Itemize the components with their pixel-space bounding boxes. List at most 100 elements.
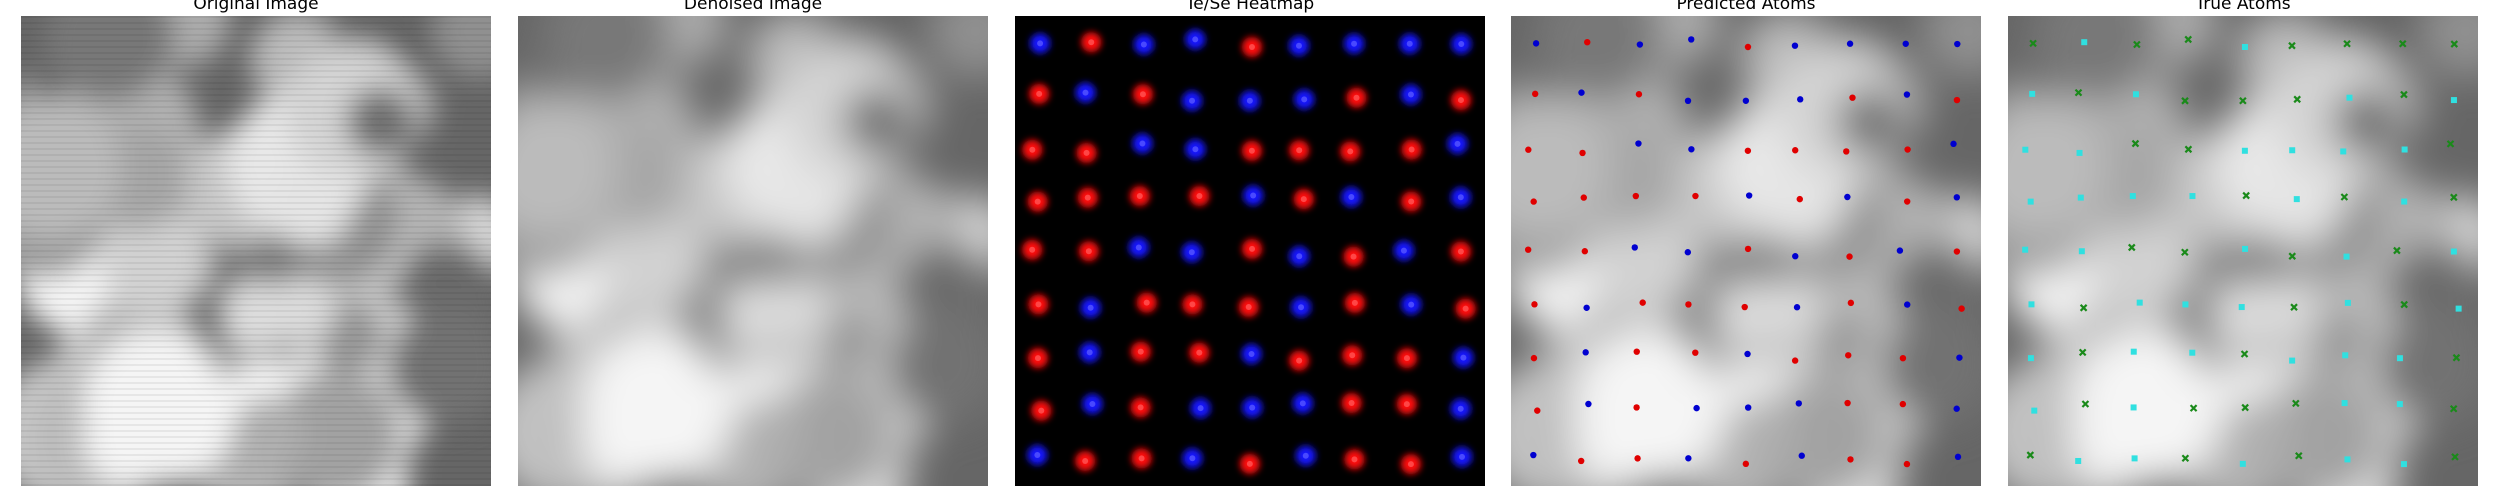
blob	[1879, 306, 1981, 426]
heat-core	[1139, 91, 1146, 98]
atom	[1958, 305, 1965, 312]
blob	[2098, 358, 2222, 481]
atom	[2396, 355, 2403, 362]
scan-line	[21, 442, 491, 444]
heat-core	[1086, 349, 1093, 356]
heat-core	[1139, 140, 1146, 147]
heat-core	[1135, 244, 1142, 251]
scan-line	[21, 220, 491, 222]
scan-line	[21, 394, 491, 396]
atom	[1742, 97, 1750, 104]
atom	[2450, 97, 2457, 104]
scan-line	[21, 448, 491, 450]
scan-line	[21, 382, 491, 384]
atom	[1582, 349, 1589, 356]
scan-line	[21, 76, 491, 78]
scan-line	[21, 436, 491, 438]
atom	[2184, 35, 2193, 44]
scan-line	[21, 22, 491, 24]
heat-core	[1351, 299, 1358, 306]
atom	[1744, 350, 1751, 358]
atom	[2027, 355, 2034, 362]
blob	[21, 98, 122, 240]
heat-core	[1457, 97, 1464, 104]
heat-core	[1246, 97, 1253, 104]
scan-line	[21, 328, 491, 330]
scan-line	[21, 364, 491, 366]
heat-core	[1082, 457, 1089, 464]
scan-line	[21, 406, 491, 408]
blob	[2219, 397, 2291, 469]
atom	[1950, 140, 1957, 148]
heat-core	[1138, 455, 1145, 462]
heat-core	[1349, 352, 1356, 359]
heat-core	[1459, 453, 1466, 460]
atom	[1956, 354, 1963, 361]
blob	[2207, 280, 2278, 351]
scan-line	[21, 250, 491, 252]
atom	[1692, 349, 1699, 356]
atom	[1639, 299, 1646, 306]
blob	[729, 397, 801, 469]
heat-core	[1408, 198, 1415, 205]
panel-title: True Atoms	[2194, 0, 2290, 14]
atom	[1953, 194, 1961, 201]
blob	[2254, 162, 2340, 247]
atom	[1688, 36, 1695, 43]
atom	[2293, 95, 2301, 104]
heat-core	[1460, 354, 1467, 361]
atom	[2181, 248, 2189, 256]
scan-line	[21, 346, 491, 348]
scan-line	[21, 424, 491, 426]
atom	[2136, 299, 2143, 306]
scan-line	[21, 322, 491, 324]
atom	[2079, 304, 2088, 312]
panel-title: Denoised Image	[684, 0, 822, 14]
heat-core	[1454, 140, 1461, 147]
heat-core	[1084, 194, 1091, 201]
scan-line	[21, 226, 491, 228]
atom	[1904, 301, 1911, 308]
atom	[2289, 357, 2296, 364]
atom	[1635, 140, 1642, 147]
atom	[2029, 39, 2037, 48]
atom	[1849, 94, 1856, 101]
heat-core	[1143, 299, 1150, 306]
atom	[2241, 43, 2248, 50]
scan-line	[21, 388, 491, 390]
atom	[1791, 42, 1799, 49]
scan-line	[21, 130, 491, 132]
blob	[270, 371, 401, 486]
atom	[2396, 401, 2403, 408]
blob	[1722, 397, 1794, 469]
atom	[1585, 400, 1592, 408]
scan-line	[21, 316, 491, 318]
scan-line	[21, 370, 491, 372]
heat-core	[1296, 253, 1303, 260]
heat-core	[1351, 40, 1358, 47]
heat-core	[1248, 147, 1255, 154]
heat-core	[1351, 456, 1358, 463]
atom	[1953, 248, 1961, 255]
atom	[2131, 139, 2140, 148]
scan-line	[21, 58, 491, 60]
atom	[1846, 40, 1854, 47]
atom	[2028, 301, 2035, 308]
heat-core	[1034, 355, 1041, 362]
atom	[1692, 192, 1699, 200]
atom	[1580, 194, 1587, 201]
atom	[2239, 96, 2247, 105]
atom	[1693, 404, 1700, 412]
atom	[2401, 198, 2408, 205]
atom	[2451, 453, 2459, 461]
atom	[1685, 455, 1692, 462]
atom	[1902, 40, 1909, 47]
atom	[2189, 404, 2198, 412]
blob	[1601, 358, 1725, 481]
atom	[1579, 149, 1586, 157]
heat-core	[1457, 248, 1464, 255]
heat-core	[1457, 405, 1464, 412]
atom	[1847, 456, 1854, 463]
atom	[2077, 194, 2084, 201]
scan-line	[21, 376, 491, 378]
